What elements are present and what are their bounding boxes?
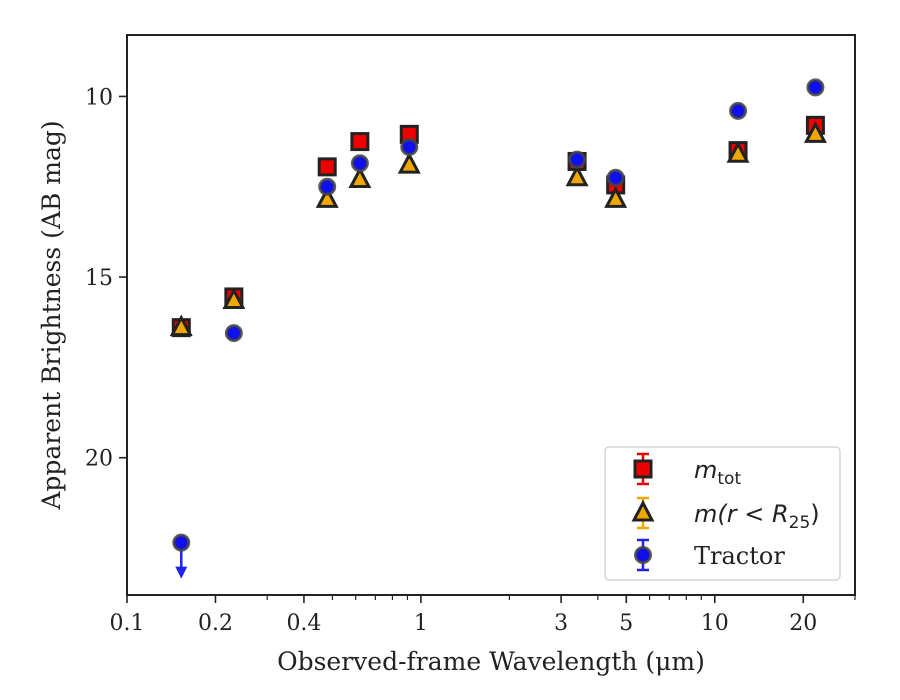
- upper-limit-arrow-head: [175, 566, 188, 579]
- axes-layer: 0.1 0.2 0.4 1 3 5 10 20 10 15 20: [85, 85, 856, 636]
- legend: mtot m(r < R25) Tractor: [604, 446, 841, 581]
- legend-label: m(r < R25): [694, 500, 820, 533]
- data-point: [803, 121, 827, 143]
- x-tick-label: 10: [701, 611, 729, 636]
- x-tick-label: 3: [554, 611, 568, 636]
- x-tick-label: 1: [414, 611, 428, 636]
- legend-box: [604, 446, 841, 581]
- data-point: [350, 154, 369, 173]
- x-tick-label: 0.2: [198, 611, 233, 636]
- data-point: [348, 166, 372, 189]
- data-marks: [169, 78, 827, 579]
- data-point: [397, 151, 421, 174]
- data-point: [806, 78, 825, 97]
- data-point: [606, 168, 625, 187]
- data-point: [222, 287, 246, 310]
- legend-marker-triangle: [631, 499, 655, 522]
- series-triangle: [169, 121, 827, 337]
- data-point: [318, 177, 337, 196]
- data-point: [315, 186, 339, 208]
- y-tick-label: 20: [85, 447, 113, 472]
- y-tick-label: 15: [85, 266, 113, 291]
- data-point: [604, 186, 628, 208]
- data-point: [400, 138, 419, 156]
- legend-marker-circle: [634, 546, 652, 564]
- plot-frame: [126, 34, 856, 596]
- data-point: [172, 533, 191, 552]
- data-point: [169, 314, 193, 337]
- data-point: [350, 132, 370, 152]
- legend-label: mtot: [694, 456, 741, 489]
- data-point: [568, 150, 587, 169]
- legend-marker-square: [633, 459, 653, 479]
- legend-label: Tractor: [694, 542, 785, 570]
- series-circle: [172, 78, 825, 579]
- data-point: [726, 141, 750, 163]
- x-tick-label: 20: [789, 611, 817, 636]
- data-point: [729, 101, 748, 120]
- x-tick-label: 5: [619, 611, 633, 636]
- data-point: [317, 157, 337, 177]
- y-axis-label: Apparent Brightness (AB mag): [37, 120, 66, 510]
- x-axis-label: Observed-frame Wavelength (μm): [277, 647, 705, 676]
- series-square: [171, 115, 825, 338]
- y-tick-label: 10: [85, 85, 113, 110]
- x-tick-label: 0.1: [110, 611, 145, 636]
- data-point: [224, 324, 243, 343]
- x-tick-label: 0.4: [286, 611, 321, 636]
- data-point: [565, 164, 589, 187]
